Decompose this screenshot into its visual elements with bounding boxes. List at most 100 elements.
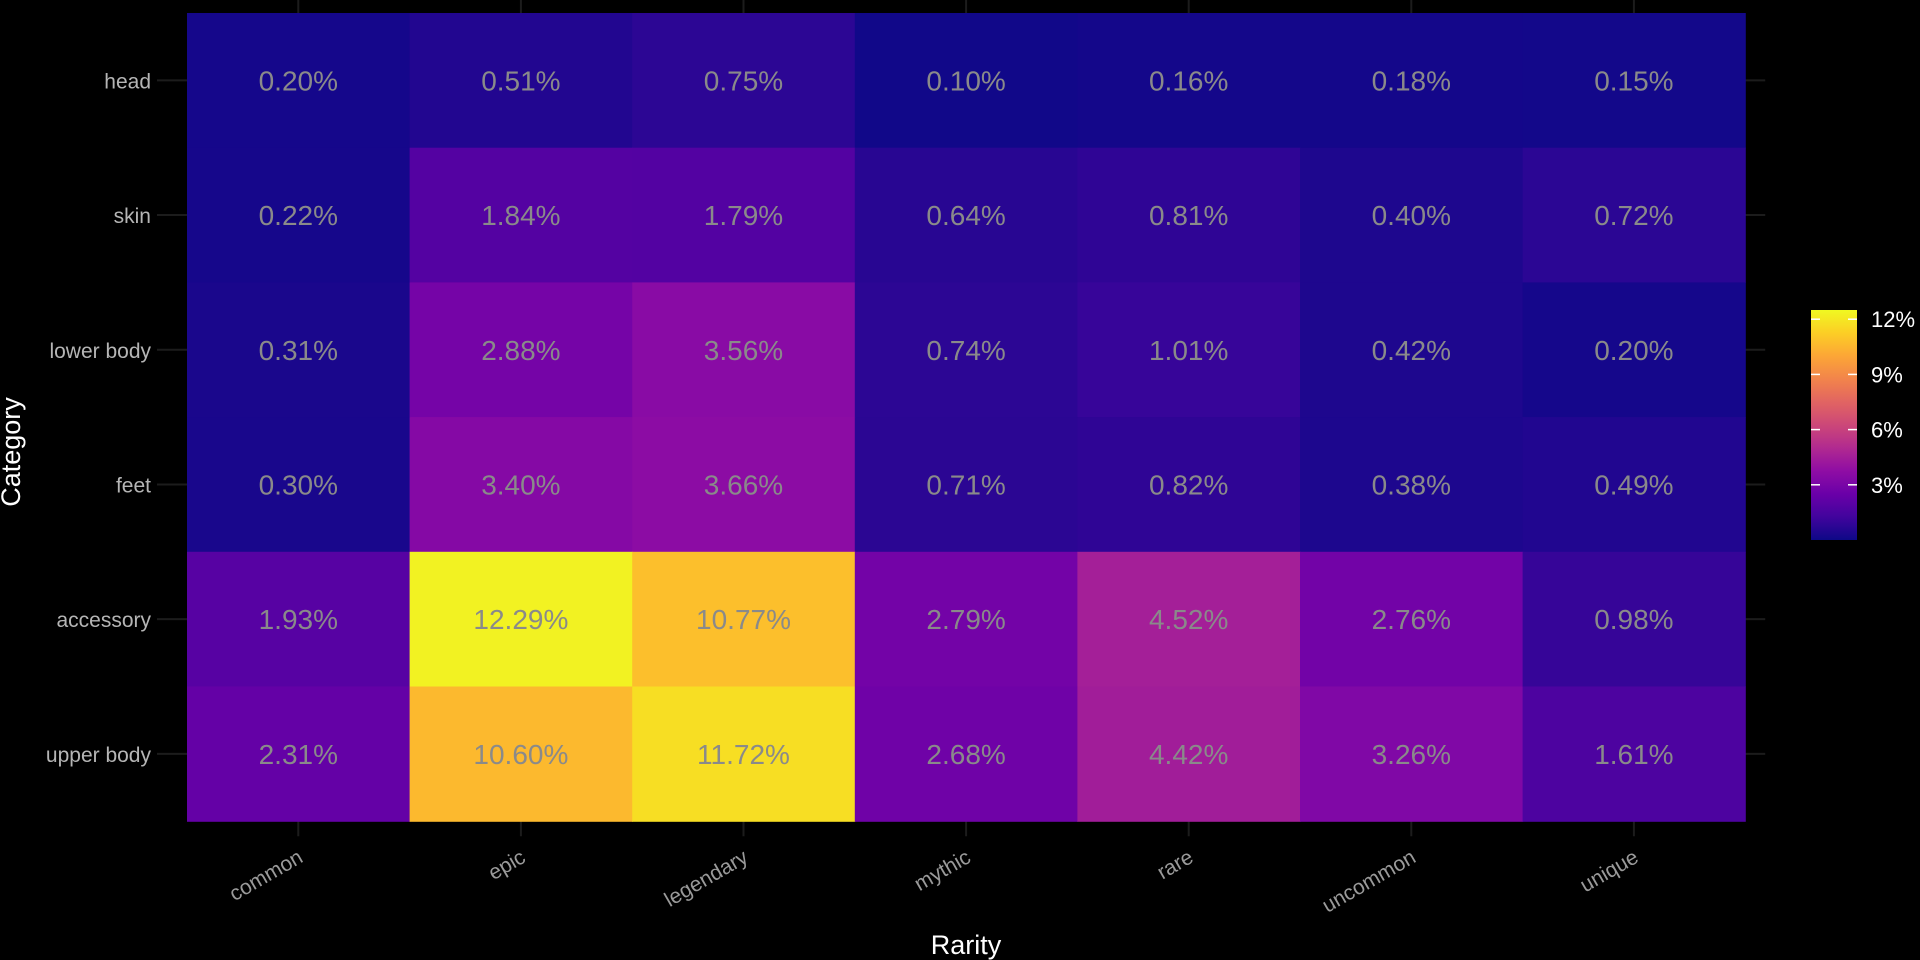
cell-value-label: 4.52%: [1149, 604, 1228, 635]
legend-tick-label: 3%: [1871, 473, 1903, 498]
cell-value-label: 0.81%: [1149, 200, 1228, 231]
heatmap-cell: [854, 686, 1078, 822]
y-axis-title: Category: [0, 397, 26, 507]
x-tick-label: epic: [485, 846, 530, 885]
cell-value-label: 3.66%: [704, 469, 783, 500]
heatmap-cell: [187, 551, 411, 688]
cell-labels: 0.20% 0.51% 0.75% 0.10% 0.16% 0.18% 0.15% 0.22%…: [259, 65, 1674, 770]
legend-tick-label: 12%: [1871, 307, 1915, 332]
cell-value-label: 2.79%: [926, 604, 1005, 635]
heatmap-cell: [1077, 686, 1301, 822]
heatmap-cell: [409, 417, 633, 553]
cell-value-label: 2.88%: [481, 335, 560, 366]
heatmap-cell: [409, 686, 633, 822]
heatmap-cell: [409, 551, 633, 688]
heatmap-cell: [854, 282, 1078, 418]
x-tick-label: unique: [1576, 846, 1642, 897]
cell-value-label: 2.76%: [1372, 604, 1451, 635]
cell-value-label: 2.31%: [259, 739, 338, 770]
x-tick-label: mythic: [911, 846, 975, 896]
x-tick-label: common: [226, 846, 307, 906]
x-axis-ticks: common epic legendary mythic rare uncommon uni…: [226, 845, 1643, 917]
cell-value-label: 0.98%: [1594, 604, 1673, 635]
cell-value-label: 10.77%: [696, 604, 791, 635]
cell-value-label: 0.72%: [1594, 200, 1673, 231]
legend-tick-label: 6%: [1871, 418, 1903, 443]
cell-value-label: 1.79%: [704, 200, 783, 231]
cell-value-label: 0.75%: [704, 65, 783, 96]
y-axis-ticks: head skin lower body feet accessory upper bod…: [46, 70, 152, 767]
cell-value-label: 0.71%: [926, 469, 1005, 500]
heatmap-cell: [632, 686, 856, 822]
x-tick-label: uncommon: [1318, 846, 1419, 918]
cell-value-label: 0.82%: [1149, 469, 1228, 500]
heatmap-cell: [854, 13, 1078, 149]
heatmap-cell: [1077, 147, 1301, 283]
heatmap-cell: [854, 551, 1078, 688]
heatmap-cell: [1300, 147, 1524, 283]
heatmap-cell: [1300, 686, 1524, 822]
cell-value-label: 3.40%: [481, 469, 560, 500]
x-axis-title: Rarity: [931, 930, 1002, 960]
cell-value-label: 0.49%: [1594, 469, 1673, 500]
cell-value-label: 1.84%: [481, 200, 560, 231]
heatmap-cell: [409, 13, 633, 149]
heatmap-cell: [187, 282, 411, 418]
heatmap-cell: [632, 147, 856, 283]
cell-value-label: 1.61%: [1594, 739, 1673, 770]
heatmap-cell: [1300, 13, 1524, 149]
heatmap-cell: [187, 417, 411, 553]
cell-value-label: 1.93%: [259, 604, 338, 635]
cell-value-label: 0.15%: [1594, 65, 1673, 96]
heatmap-cell: [1522, 13, 1746, 149]
cell-value-label: 2.68%: [926, 739, 1005, 770]
heatmap-cell: [854, 417, 1078, 553]
cell-value-label: 0.74%: [926, 335, 1005, 366]
cell-value-label: 0.42%: [1372, 335, 1451, 366]
heatmap-cell: [854, 147, 1078, 283]
cell-value-label: 11.72%: [697, 739, 790, 770]
heatmap-cell: [1300, 282, 1524, 418]
cell-value-label: 0.30%: [259, 469, 338, 500]
y-tick-label: upper body: [46, 744, 152, 767]
cell-value-label: 1.01%: [1149, 335, 1228, 366]
heatmap-cell: [1077, 13, 1301, 149]
y-tick-label: accessory: [56, 609, 151, 632]
cell-value-label: 0.20%: [1594, 335, 1673, 366]
heatmap-cell: [1077, 417, 1301, 553]
heatmap-cell: [1522, 417, 1746, 553]
heatmap-cell: [632, 282, 856, 418]
cell-value-label: 0.64%: [926, 200, 1005, 231]
heatmap-cell: [1077, 282, 1301, 418]
cell-value-label: 0.40%: [1372, 200, 1451, 231]
cell-value-label: 0.16%: [1149, 65, 1228, 96]
y-tick-label: lower body: [49, 340, 151, 363]
heatmap-cell: [1300, 417, 1524, 553]
heatmap-cell: [187, 686, 411, 822]
cell-value-label: 0.31%: [259, 335, 338, 366]
cell-value-label: 0.20%: [259, 65, 338, 96]
heatmap-cell: [1522, 686, 1746, 822]
cell-value-label: 0.18%: [1372, 65, 1451, 96]
heatmap-cell: [1300, 551, 1524, 688]
legend-tick-label: 9%: [1871, 362, 1903, 387]
x-tick-label: rare: [1153, 846, 1197, 885]
heatmap-cell: [409, 147, 633, 283]
heatmap-cell: [187, 13, 411, 149]
heatmap-cell: [632, 417, 856, 553]
heatmap-cell: [1522, 551, 1746, 688]
y-tick-label: skin: [114, 205, 151, 228]
y-tick-label: head: [104, 70, 151, 93]
cell-value-label: 12.29%: [473, 604, 568, 635]
cell-value-label: 3.26%: [1372, 739, 1451, 770]
heatmap-cell: [632, 551, 856, 688]
cell-value-label: 3.56%: [704, 335, 783, 366]
heatmap-cell: [187, 147, 411, 283]
color-legend: 3% 6% 9% 12%: [1811, 307, 1915, 540]
heatmap-cell: [632, 13, 856, 149]
heatmap-cell: [1522, 147, 1746, 283]
x-tick-label: legendary: [661, 845, 753, 911]
cell-value-label: 4.42%: [1149, 739, 1228, 770]
y-tick-label: feet: [116, 474, 151, 497]
